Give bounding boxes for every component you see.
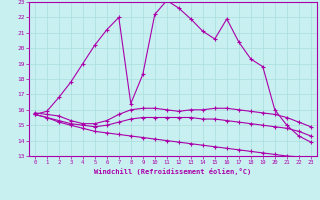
X-axis label: Windchill (Refroidissement éolien,°C): Windchill (Refroidissement éolien,°C) (94, 168, 252, 175)
